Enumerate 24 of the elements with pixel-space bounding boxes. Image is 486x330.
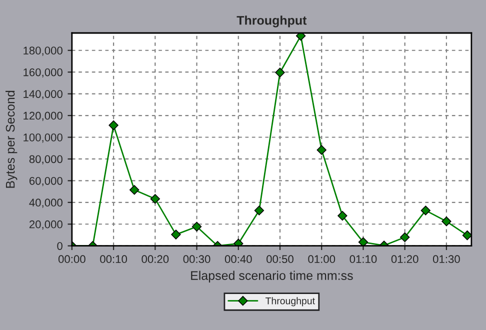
x-tick-label: 01:10 [350, 255, 377, 264]
x-tick-label: 00:20 [142, 255, 169, 264]
y-tick-label: 40,000 [29, 198, 62, 208]
y-tick-label: 80,000 [29, 155, 62, 164]
y-axis-title: Bytes per Second [6, 90, 18, 188]
y-tick-label: 100,000 [24, 134, 62, 143]
y-tick-label: 60,000 [29, 176, 62, 186]
x-tick-label: 01:00 [308, 255, 336, 264]
x-axis-title: Elapsed scenario time mm:ss [191, 270, 353, 282]
x-tick-label: 00:40 [224, 255, 252, 264]
y-tick-label: 120,000 [24, 112, 62, 121]
legend-label: Throughput [266, 297, 315, 306]
y-tick-label: 0 [57, 242, 62, 250]
x-tick-label: 00:30 [183, 255, 210, 264]
y-tick-label: 180,000 [24, 46, 62, 56]
y-tick-label: 140,000 [24, 90, 62, 100]
x-tick-label: 00:10 [100, 255, 128, 264]
x-tick-label: 00:50 [266, 255, 294, 264]
y-tick-label: 20,000 [29, 220, 62, 230]
x-tick-label: 00:00 [58, 255, 86, 264]
x-tick-label: 01:20 [391, 255, 418, 264]
chart-title: Throughput [236, 16, 307, 28]
x-tick-label: 01:30 [432, 255, 460, 264]
y-tick-label: 160,000 [24, 68, 62, 78]
